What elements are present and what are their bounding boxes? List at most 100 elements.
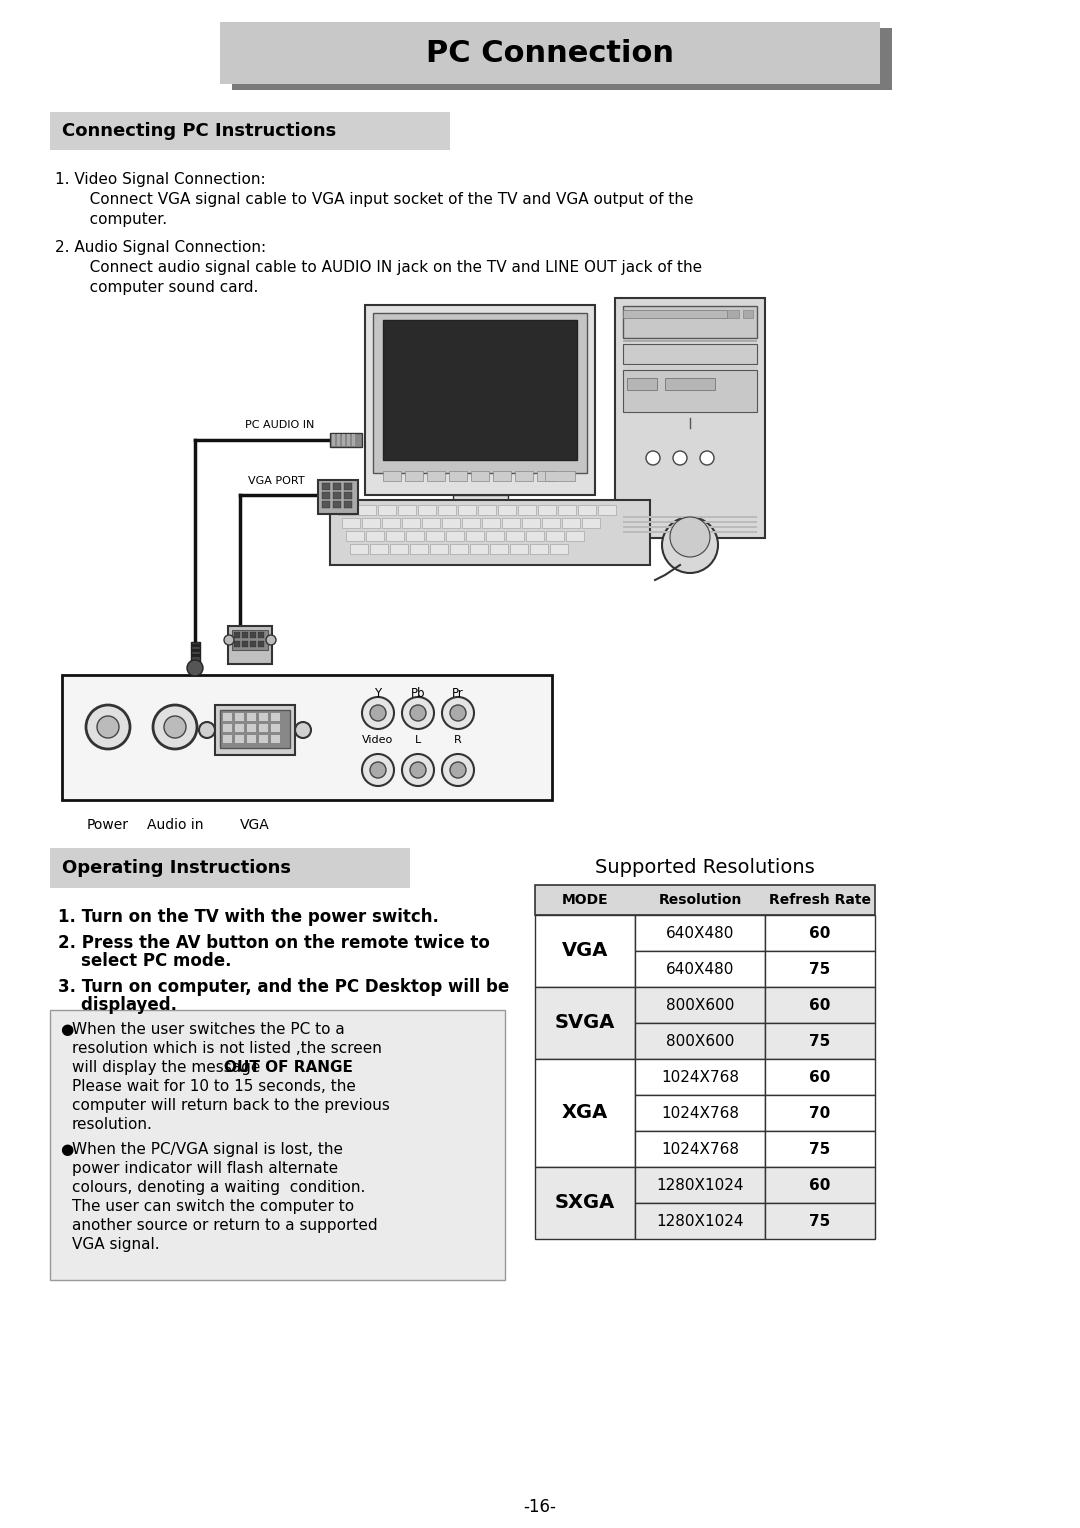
Bar xyxy=(330,432,362,448)
Circle shape xyxy=(450,762,465,778)
Text: Y: Y xyxy=(375,688,381,700)
Bar xyxy=(191,649,200,652)
Bar xyxy=(410,516,550,529)
Bar xyxy=(249,633,256,639)
Bar xyxy=(362,518,380,529)
Circle shape xyxy=(402,753,434,785)
Text: 1. Turn on the TV with the power switch.: 1. Turn on the TV with the power switch. xyxy=(58,908,438,926)
Bar xyxy=(665,377,715,390)
Bar xyxy=(258,642,264,646)
Bar xyxy=(232,630,268,649)
Bar xyxy=(535,987,635,1059)
Bar xyxy=(271,735,280,743)
Bar xyxy=(635,1131,765,1167)
Bar xyxy=(386,532,404,541)
Circle shape xyxy=(199,723,215,738)
Text: 60: 60 xyxy=(809,1178,831,1192)
Circle shape xyxy=(402,697,434,729)
Text: computer sound card.: computer sound card. xyxy=(75,280,258,295)
Bar xyxy=(382,518,400,529)
Bar xyxy=(191,643,200,646)
Bar xyxy=(582,518,600,529)
Text: VGA signal.: VGA signal. xyxy=(72,1238,160,1251)
Text: SVGA: SVGA xyxy=(555,1013,616,1033)
Text: 75: 75 xyxy=(809,961,831,976)
Bar xyxy=(623,341,757,342)
Bar xyxy=(765,1096,875,1131)
Bar xyxy=(526,532,544,541)
Text: Resolution: Resolution xyxy=(659,892,742,908)
Bar xyxy=(352,434,355,446)
Bar xyxy=(322,483,330,490)
Bar xyxy=(492,471,511,481)
Text: 60: 60 xyxy=(809,998,831,1013)
Bar xyxy=(765,1059,875,1096)
Text: 1280X1024: 1280X1024 xyxy=(657,1178,744,1192)
Bar xyxy=(50,848,410,888)
Bar xyxy=(458,504,476,515)
Text: Pr: Pr xyxy=(453,688,464,700)
Text: 1. Video Signal Connection:: 1. Video Signal Connection: xyxy=(55,173,266,186)
Text: 1024X768: 1024X768 xyxy=(661,1070,739,1085)
Bar xyxy=(333,492,341,500)
Bar xyxy=(427,471,445,481)
Bar xyxy=(345,501,352,507)
Text: -16-: -16- xyxy=(524,1497,556,1516)
Bar xyxy=(623,526,757,529)
Bar xyxy=(322,501,330,507)
Bar xyxy=(462,518,480,529)
Text: Connecting PC Instructions: Connecting PC Instructions xyxy=(62,122,336,141)
Bar xyxy=(370,544,388,555)
Bar xyxy=(558,504,576,515)
Text: PC AUDIO IN: PC AUDIO IN xyxy=(245,420,314,429)
Bar xyxy=(486,532,504,541)
Bar xyxy=(318,480,357,513)
Bar xyxy=(418,504,436,515)
Bar xyxy=(615,298,765,538)
Bar xyxy=(446,532,464,541)
Text: Audio in: Audio in xyxy=(147,817,203,833)
Text: VGA: VGA xyxy=(240,817,270,833)
Bar xyxy=(538,504,556,515)
Text: 3. Turn on computer, and the PC Desktop will be: 3. Turn on computer, and the PC Desktop … xyxy=(58,978,510,996)
Bar xyxy=(346,532,364,541)
Bar xyxy=(635,1203,765,1239)
Text: Refresh Rate: Refresh Rate xyxy=(769,892,870,908)
Bar xyxy=(399,504,416,515)
Circle shape xyxy=(673,451,687,465)
Bar xyxy=(623,521,757,523)
Bar xyxy=(502,518,519,529)
Circle shape xyxy=(646,451,660,465)
Bar xyxy=(635,1024,765,1059)
Text: XGA: XGA xyxy=(562,1103,608,1123)
Bar xyxy=(247,735,256,743)
Text: 1024X768: 1024X768 xyxy=(661,1105,739,1120)
Bar xyxy=(271,714,280,721)
Bar xyxy=(530,544,548,555)
Bar xyxy=(535,915,635,987)
Bar xyxy=(765,1167,875,1203)
Bar xyxy=(426,532,444,541)
Circle shape xyxy=(410,762,426,778)
Bar xyxy=(623,310,727,318)
Bar xyxy=(234,642,240,646)
Bar xyxy=(765,950,875,987)
Text: select PC mode.: select PC mode. xyxy=(58,952,231,970)
Bar xyxy=(623,370,757,413)
Bar xyxy=(330,500,650,565)
Bar xyxy=(635,915,765,950)
Circle shape xyxy=(700,451,714,465)
Bar xyxy=(366,532,384,541)
Text: Connect VGA signal cable to VGA input socket of the TV and VGA output of the: Connect VGA signal cable to VGA input so… xyxy=(75,193,693,206)
Text: MODE: MODE xyxy=(562,892,608,908)
Bar xyxy=(765,987,875,1024)
Bar xyxy=(345,492,352,500)
Bar xyxy=(338,504,356,515)
Bar xyxy=(465,532,484,541)
Bar xyxy=(727,310,739,318)
Bar xyxy=(507,532,524,541)
Bar xyxy=(406,532,424,541)
Text: 640X480: 640X480 xyxy=(665,961,734,976)
Bar xyxy=(249,642,256,646)
Bar xyxy=(220,21,880,84)
